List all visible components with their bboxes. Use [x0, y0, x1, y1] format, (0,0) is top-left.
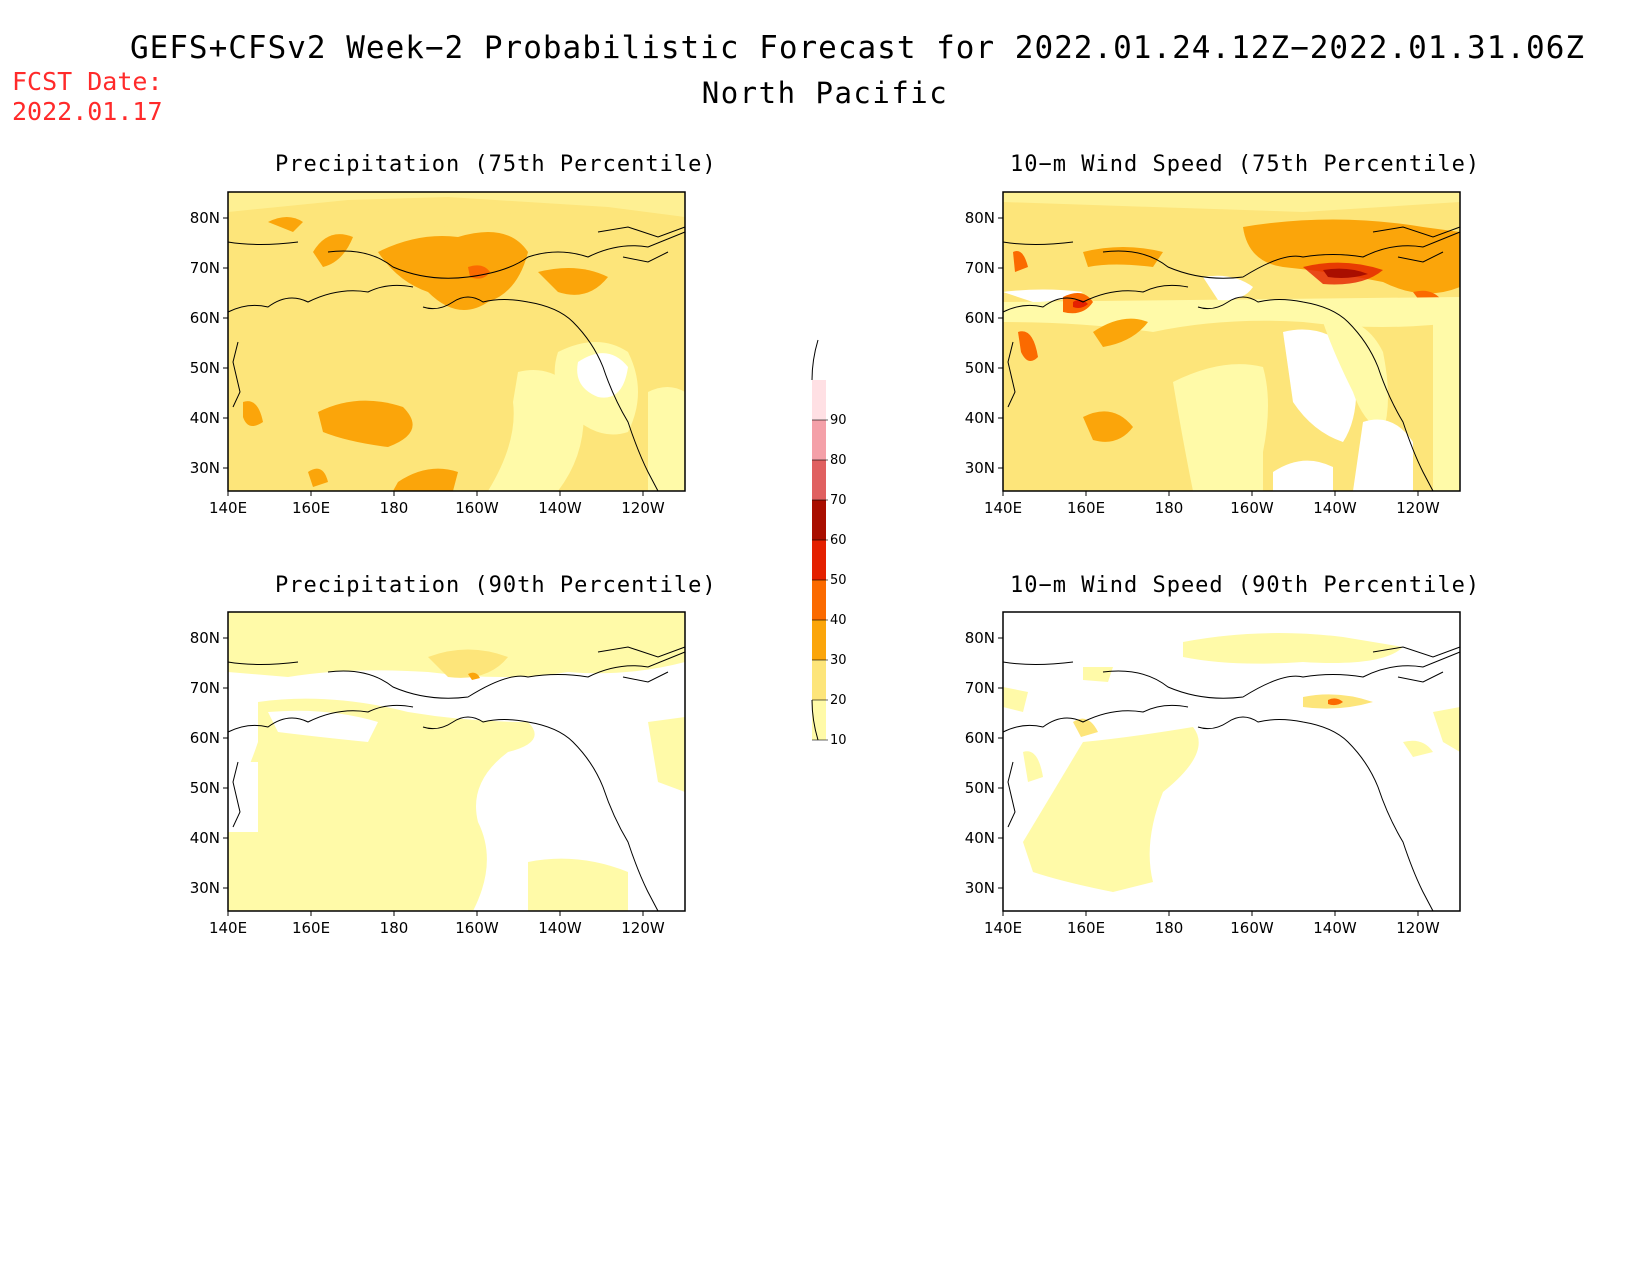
lat-label-30n: 30N: [190, 879, 220, 897]
map-precip-90: 80N 70N 60N 50N 40N 30N 140E 160E 180 16…: [190, 611, 686, 937]
lat-label-50n: 50N: [965, 779, 995, 797]
lon-label-140w: 140W: [1313, 499, 1357, 517]
lon-label-160e: 160E: [1067, 499, 1105, 517]
lon-label-120w: 120W: [1396, 499, 1440, 517]
lon-label-120w: 120W: [621, 499, 665, 517]
map-frame: [227, 611, 686, 912]
lon-label-140e: 140E: [209, 499, 247, 517]
lon-ticks: 140E 160E 180 160W 140W 120W: [209, 491, 665, 517]
colorbar-label: 80: [830, 453, 847, 468]
lon-ticks: 140E 160E 180 160W 140W 120W: [209, 911, 665, 937]
lat-label-30n: 30N: [190, 459, 220, 477]
map-frame: [227, 191, 686, 492]
map-frame: [1002, 191, 1461, 492]
colorbar-label: 50: [830, 573, 847, 588]
colorbar-label: 20: [830, 693, 847, 708]
lon-label-140w: 140W: [538, 919, 582, 937]
lat-label-60n: 60N: [190, 309, 220, 327]
colorbar-label: 40: [830, 613, 847, 628]
panel-title-wind-75: 10−m Wind Speed (75th Percentile): [1010, 152, 1481, 177]
colorbar-swatch: [812, 620, 826, 660]
lat-label-40n: 40N: [190, 409, 220, 427]
lat-label-70n: 70N: [965, 679, 995, 697]
lon-ticks: 140E 160E 180 160W 140W 120W: [984, 491, 1440, 517]
region-subtitle: North Pacific: [701, 76, 949, 110]
lon-label-140e: 140E: [984, 499, 1022, 517]
lat-label-80n: 80N: [190, 209, 220, 227]
lon-label-140w: 140W: [538, 499, 582, 517]
lon-label-120w: 120W: [621, 919, 665, 937]
panel-title-wind-90: 10−m Wind Speed (90th Percentile): [1010, 573, 1481, 598]
map-precip-75: 80N 70N 60N 50N 40N 30N 140E 160E 180 16…: [190, 191, 686, 517]
colorbar-swatches: [812, 380, 826, 740]
lon-label-140w: 140W: [1313, 919, 1357, 937]
lon-label-180: 180: [380, 919, 409, 937]
lon-label-140e: 140E: [209, 919, 247, 937]
lat-label-50n: 50N: [190, 779, 220, 797]
colorbar-label: 30: [830, 653, 847, 668]
lat-label-30n: 30N: [965, 459, 995, 477]
lat-label-50n: 50N: [965, 359, 995, 377]
lon-label-140e: 140E: [984, 919, 1022, 937]
colorbar-label: 70: [830, 493, 847, 508]
colorbar-swatch: [812, 460, 826, 500]
colorbar-swatch: [812, 540, 826, 580]
fcst-date-value: 2022.01.17: [12, 97, 163, 126]
colorbar-label: 90: [830, 413, 847, 428]
lat-label-60n: 60N: [965, 729, 995, 747]
lon-label-160w: 160W: [1230, 919, 1274, 937]
map-wind-90: 80N 70N 60N 50N 40N 30N 140E 160E 180 16…: [965, 611, 1461, 937]
lon-label-160e: 160E: [1067, 919, 1105, 937]
lat-ticks: 80N 70N 60N 50N 40N 30N: [965, 209, 1003, 477]
colorbar-swatch: [812, 380, 826, 420]
lat-label-80n: 80N: [965, 629, 995, 647]
lat-label-80n: 80N: [965, 209, 995, 227]
lon-label-160w: 160W: [455, 919, 499, 937]
colorbar-swatch: [812, 580, 826, 620]
colorbar-swatch: [812, 500, 826, 540]
colorbar-label: 60: [830, 533, 847, 548]
colorbar-labels: 10 20 30 40 50 60 70 80 90: [812, 413, 847, 748]
lat-label-70n: 70N: [965, 259, 995, 277]
lon-ticks: 140E 160E 180 160W 140W 120W: [984, 911, 1440, 937]
lon-label-160w: 160W: [1230, 499, 1274, 517]
colorbar-swatch: [812, 660, 826, 700]
lat-label-40n: 40N: [190, 829, 220, 847]
lat-label-60n: 60N: [190, 729, 220, 747]
lat-label-60n: 60N: [965, 309, 995, 327]
lon-label-160w: 160W: [455, 499, 499, 517]
map-wind-75: 80N 70N 60N 50N 40N 30N 140E 160E 180 16…: [965, 191, 1461, 517]
map-frame: [1002, 611, 1461, 912]
lon-label-160e: 160E: [292, 499, 330, 517]
lat-label-40n: 40N: [965, 409, 995, 427]
lat-label-70n: 70N: [190, 259, 220, 277]
lon-label-120w: 120W: [1396, 919, 1440, 937]
fcst-date-label: FCST Date:: [12, 67, 163, 96]
lat-ticks: 80N 70N 60N 50N 40N 30N: [190, 209, 228, 477]
lat-label-30n: 30N: [965, 879, 995, 897]
lat-label-40n: 40N: [965, 829, 995, 847]
lon-label-180: 180: [380, 499, 409, 517]
colorbar-swatch: [812, 420, 826, 460]
colorbar-swatch: [812, 700, 826, 740]
lon-label-160e: 160E: [292, 919, 330, 937]
lat-label-70n: 70N: [190, 679, 220, 697]
lat-label-80n: 80N: [190, 629, 220, 647]
lon-label-180: 180: [1155, 919, 1184, 937]
lon-label-180: 180: [1155, 499, 1184, 517]
main-title: GEFS+CFSv2 Week−2 Probabilistic Forecast…: [129, 30, 1586, 66]
colorbar-label: 10: [830, 733, 847, 748]
probability-colorbar: 10 20 30 40 50 60 70 80 90: [811, 339, 847, 748]
lat-label-50n: 50N: [190, 359, 220, 377]
panel-title-precip-90: Precipitation (90th Percentile): [275, 573, 717, 598]
panel-title-precip-75: Precipitation (75th Percentile): [275, 152, 717, 177]
lat-ticks: 80N 70N 60N 50N 40N 30N: [965, 629, 1003, 897]
lat-ticks: 80N 70N 60N 50N 40N 30N: [190, 629, 228, 897]
